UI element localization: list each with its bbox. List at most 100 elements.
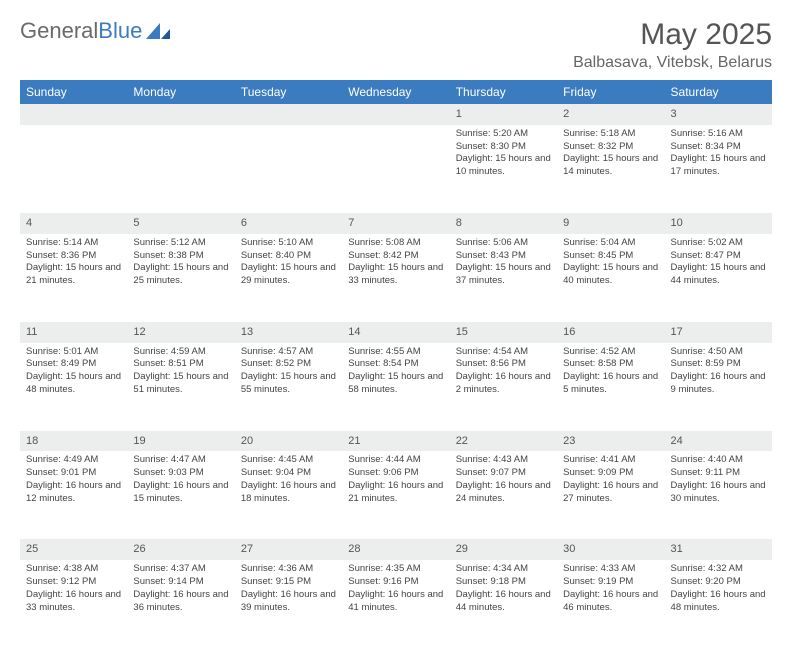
sunset-line: Sunset: 9:06 PM — [348, 467, 443, 480]
daylight-line: Daylight: 15 hours and 51 minutes. — [133, 371, 228, 397]
daylight-line: Daylight: 16 hours and 41 minutes. — [348, 589, 443, 615]
sunrise-line: Sunrise: 5:18 AM — [563, 128, 658, 141]
day-details: Sunrise: 4:40 AMSunset: 9:11 PMDaylight:… — [665, 451, 772, 508]
content-row: Sunrise: 5:01 AMSunset: 8:49 PMDaylight:… — [20, 343, 772, 431]
sunset-line: Sunset: 8:56 PM — [456, 358, 551, 371]
day-number-cell: 17 — [665, 322, 772, 343]
sunrise-line: Sunrise: 4:47 AM — [133, 454, 228, 467]
day-number-cell: 26 — [127, 539, 234, 560]
day-number-cell: 7 — [342, 213, 449, 234]
sunrise-line: Sunrise: 4:43 AM — [456, 454, 551, 467]
sunrise-line: Sunrise: 5:02 AM — [671, 237, 766, 250]
logo-word2: Blue — [98, 18, 142, 43]
sunrise-line: Sunrise: 4:52 AM — [563, 346, 658, 359]
daylight-line: Daylight: 15 hours and 40 minutes. — [563, 262, 658, 288]
sunset-line: Sunset: 8:54 PM — [348, 358, 443, 371]
sunset-line: Sunset: 8:52 PM — [241, 358, 336, 371]
day-details: Sunrise: 5:12 AMSunset: 8:38 PMDaylight:… — [127, 234, 234, 291]
day-content-cell: Sunrise: 4:55 AMSunset: 8:54 PMDaylight:… — [342, 343, 449, 431]
day-number-cell — [127, 104, 234, 125]
day-details: Sunrise: 5:04 AMSunset: 8:45 PMDaylight:… — [557, 234, 664, 291]
sunset-line: Sunset: 9:11 PM — [671, 467, 766, 480]
daylight-line: Daylight: 15 hours and 29 minutes. — [241, 262, 336, 288]
day-details: Sunrise: 5:02 AMSunset: 8:47 PMDaylight:… — [665, 234, 772, 291]
day-number-cell: 23 — [557, 431, 664, 452]
day-details: Sunrise: 5:14 AMSunset: 8:36 PMDaylight:… — [20, 234, 127, 291]
day-number-cell: 1 — [450, 104, 557, 125]
day-number-cell: 25 — [20, 539, 127, 560]
logo-sail-icon — [144, 21, 172, 41]
weekday-header-row: SundayMondayTuesdayWednesdayThursdayFrid… — [20, 80, 772, 104]
sunset-line: Sunset: 9:01 PM — [26, 467, 121, 480]
day-details: Sunrise: 5:08 AMSunset: 8:42 PMDaylight:… — [342, 234, 449, 291]
day-content-cell: Sunrise: 5:04 AMSunset: 8:45 PMDaylight:… — [557, 234, 664, 322]
day-number-cell — [342, 104, 449, 125]
sunrise-line: Sunrise: 4:54 AM — [456, 346, 551, 359]
day-number-cell: 3 — [665, 104, 772, 125]
day-content-cell: Sunrise: 4:44 AMSunset: 9:06 PMDaylight:… — [342, 451, 449, 539]
weekday-header: Monday — [127, 80, 234, 104]
sunset-line: Sunset: 8:49 PM — [26, 358, 121, 371]
daylight-line: Daylight: 15 hours and 48 minutes. — [26, 371, 121, 397]
day-details: Sunrise: 4:55 AMSunset: 8:54 PMDaylight:… — [342, 343, 449, 400]
sunrise-line: Sunrise: 4:33 AM — [563, 563, 658, 576]
sunrise-line: Sunrise: 5:08 AM — [348, 237, 443, 250]
day-details: Sunrise: 4:54 AMSunset: 8:56 PMDaylight:… — [450, 343, 557, 400]
daylight-line: Daylight: 16 hours and 24 minutes. — [456, 480, 551, 506]
day-content-cell: Sunrise: 4:50 AMSunset: 8:59 PMDaylight:… — [665, 343, 772, 431]
day-details: Sunrise: 5:20 AMSunset: 8:30 PMDaylight:… — [450, 125, 557, 182]
sunrise-line: Sunrise: 4:44 AM — [348, 454, 443, 467]
weekday-header: Thursday — [450, 80, 557, 104]
daylight-line: Daylight: 16 hours and 12 minutes. — [26, 480, 121, 506]
day-number-cell: 29 — [450, 539, 557, 560]
sunset-line: Sunset: 8:58 PM — [563, 358, 658, 371]
day-number-cell: 6 — [235, 213, 342, 234]
day-content-cell: Sunrise: 4:35 AMSunset: 9:16 PMDaylight:… — [342, 560, 449, 648]
sunset-line: Sunset: 8:59 PM — [671, 358, 766, 371]
calendar-table: SundayMondayTuesdayWednesdayThursdayFrid… — [20, 80, 772, 648]
day-content-cell: Sunrise: 4:54 AMSunset: 8:56 PMDaylight:… — [450, 343, 557, 431]
sunrise-line: Sunrise: 4:49 AM — [26, 454, 121, 467]
day-content-cell: Sunrise: 5:16 AMSunset: 8:34 PMDaylight:… — [665, 125, 772, 213]
location: Balbasava, Vitebsk, Belarus — [573, 54, 772, 72]
sunset-line: Sunset: 9:03 PM — [133, 467, 228, 480]
day-details: Sunrise: 4:35 AMSunset: 9:16 PMDaylight:… — [342, 560, 449, 617]
logo-text: GeneralBlue — [20, 18, 142, 44]
sunrise-line: Sunrise: 5:04 AM — [563, 237, 658, 250]
day-content-cell: Sunrise: 4:40 AMSunset: 9:11 PMDaylight:… — [665, 451, 772, 539]
sunset-line: Sunset: 8:43 PM — [456, 250, 551, 263]
sunrise-line: Sunrise: 4:57 AM — [241, 346, 336, 359]
day-number-cell: 20 — [235, 431, 342, 452]
day-details: Sunrise: 4:47 AMSunset: 9:03 PMDaylight:… — [127, 451, 234, 508]
daylight-line: Daylight: 16 hours and 27 minutes. — [563, 480, 658, 506]
day-details: Sunrise: 5:18 AMSunset: 8:32 PMDaylight:… — [557, 125, 664, 182]
day-content-cell: Sunrise: 4:49 AMSunset: 9:01 PMDaylight:… — [20, 451, 127, 539]
sunset-line: Sunset: 9:14 PM — [133, 576, 228, 589]
day-content-cell: Sunrise: 4:41 AMSunset: 9:09 PMDaylight:… — [557, 451, 664, 539]
daylight-line: Daylight: 15 hours and 10 minutes. — [456, 153, 551, 179]
day-number-cell: 11 — [20, 322, 127, 343]
logo: GeneralBlue — [20, 18, 172, 44]
sunset-line: Sunset: 9:18 PM — [456, 576, 551, 589]
day-content-cell: Sunrise: 5:06 AMSunset: 8:43 PMDaylight:… — [450, 234, 557, 322]
sunrise-line: Sunrise: 4:36 AM — [241, 563, 336, 576]
sunrise-line: Sunrise: 5:06 AM — [456, 237, 551, 250]
day-content-cell: Sunrise: 5:18 AMSunset: 8:32 PMDaylight:… — [557, 125, 664, 213]
day-content-cell: Sunrise: 4:43 AMSunset: 9:07 PMDaylight:… — [450, 451, 557, 539]
day-content-cell: Sunrise: 4:36 AMSunset: 9:15 PMDaylight:… — [235, 560, 342, 648]
logo-word1: General — [20, 18, 98, 43]
day-details: Sunrise: 4:59 AMSunset: 8:51 PMDaylight:… — [127, 343, 234, 400]
day-content-cell: Sunrise: 5:02 AMSunset: 8:47 PMDaylight:… — [665, 234, 772, 322]
daylight-line: Daylight: 15 hours and 33 minutes. — [348, 262, 443, 288]
sunrise-line: Sunrise: 4:59 AM — [133, 346, 228, 359]
day-number-cell: 10 — [665, 213, 772, 234]
header: GeneralBlue May 2025 Balbasava, Vitebsk,… — [20, 18, 772, 72]
sunrise-line: Sunrise: 5:16 AM — [671, 128, 766, 141]
daylight-line: Daylight: 16 hours and 2 minutes. — [456, 371, 551, 397]
day-details: Sunrise: 4:41 AMSunset: 9:09 PMDaylight:… — [557, 451, 664, 508]
daylight-line: Daylight: 15 hours and 55 minutes. — [241, 371, 336, 397]
daynum-row: 25262728293031 — [20, 539, 772, 560]
daylight-line: Daylight: 16 hours and 5 minutes. — [563, 371, 658, 397]
day-number-cell: 9 — [557, 213, 664, 234]
daylight-line: Daylight: 15 hours and 25 minutes. — [133, 262, 228, 288]
